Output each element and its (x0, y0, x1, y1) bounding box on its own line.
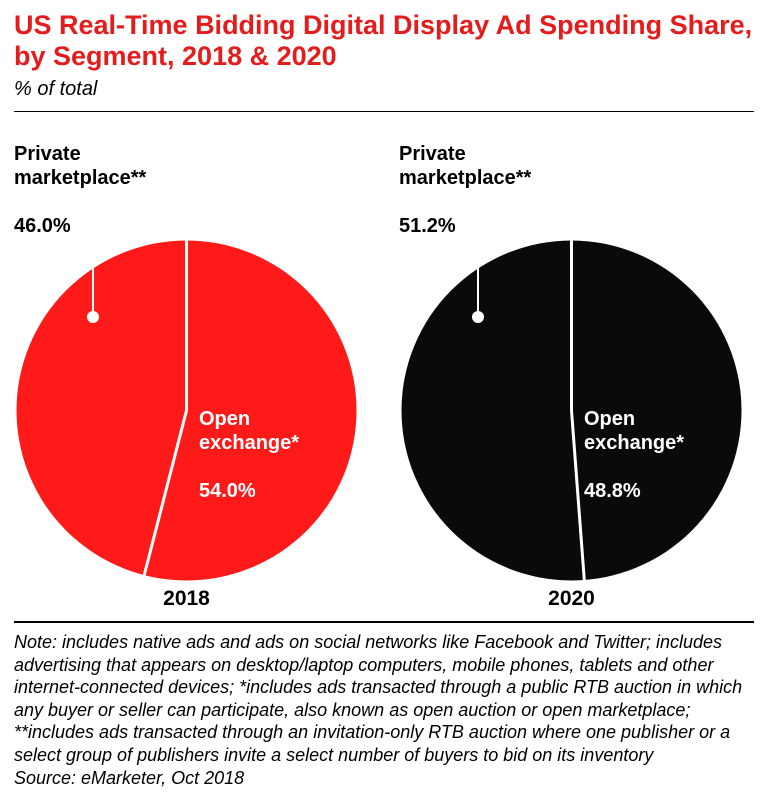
chart-note: Note: includes native ads and ads on soc… (14, 631, 754, 766)
divider-bottom (14, 621, 754, 623)
label-text: Open exchange* (199, 408, 299, 454)
pie-2018-year: 2018 (14, 587, 359, 611)
pie-2020-column: Private marketplace** 51.2% Open exchang… (399, 118, 744, 611)
pie-2018-private-label: Private marketplace** 46.0% (14, 118, 359, 238)
pie-2018: Open exchange* 54.0% (14, 238, 359, 583)
charts-row: Private marketplace** 46.0% Open exchang… (14, 112, 754, 621)
label-pct: 51.2% (399, 215, 456, 237)
label-text: Open exchange* (584, 408, 684, 454)
chart-subtitle: % of total (14, 78, 754, 101)
label-pct: 54.0% (199, 480, 256, 502)
pie-2018-open-label: Open exchange* 54.0% (199, 383, 299, 503)
pie-2018-svg (14, 238, 359, 583)
pie-2020-open-label: Open exchange* 48.8% (584, 383, 684, 503)
pie-2020-year: 2020 (399, 587, 744, 611)
chart-source: Source: eMarketer, Oct 2018 (14, 768, 754, 789)
label-pct: 46.0% (14, 215, 71, 237)
label-pct: 48.8% (584, 480, 641, 502)
pie-2020-svg (399, 238, 744, 583)
label-text: Private marketplace** (14, 143, 146, 189)
pie-2020: Open exchange* 48.8% (399, 238, 744, 583)
label-text: Private marketplace** (399, 143, 531, 189)
pie-2020-private-label: Private marketplace** 51.2% (399, 118, 744, 238)
pie-2018-column: Private marketplace** 46.0% Open exchang… (14, 118, 359, 611)
chart-title: US Real-Time Bidding Digital Display Ad … (14, 10, 754, 72)
